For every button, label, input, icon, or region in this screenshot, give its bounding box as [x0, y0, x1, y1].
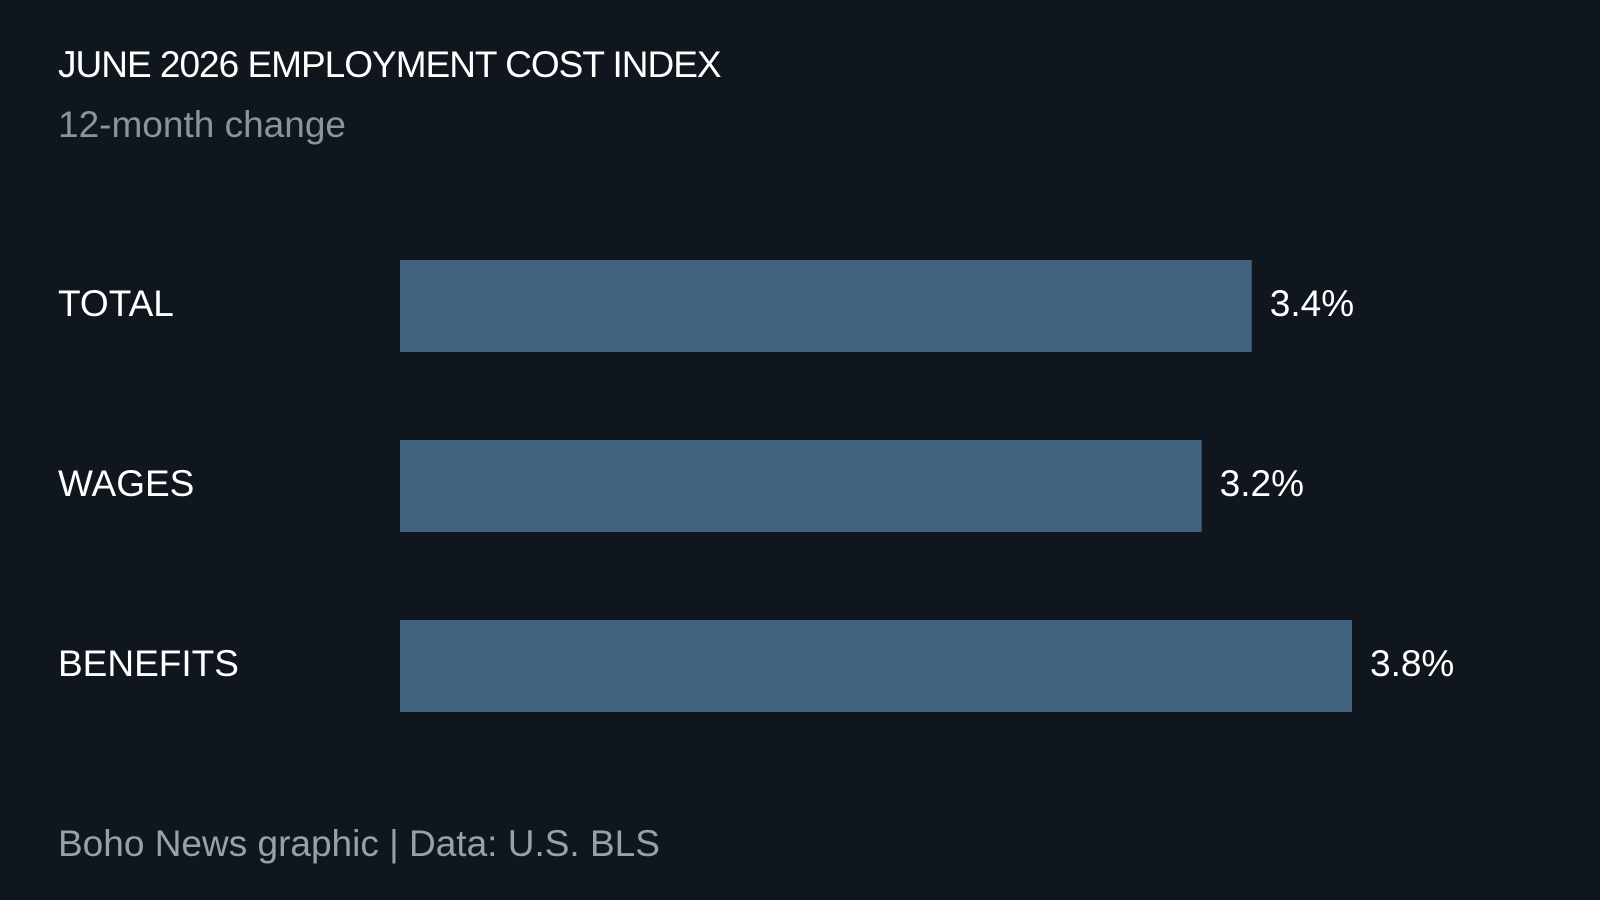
bar [400, 440, 1202, 532]
category-label: WAGES [58, 463, 194, 504]
source-note: Boho News graphic | Data: U.S. BLS [58, 823, 660, 864]
value-label: 3.4% [1270, 283, 1354, 324]
value-label: 3.2% [1220, 463, 1304, 504]
category-label: BENEFITS [58, 643, 239, 684]
chart-title: JUNE 2026 EMPLOYMENT COST INDEX [58, 44, 721, 85]
category-label: TOTAL [58, 283, 174, 324]
chart-subtitle: 12-month change [58, 104, 346, 145]
value-label: 3.8% [1370, 643, 1454, 684]
bar [400, 260, 1252, 352]
bar [400, 620, 1352, 712]
